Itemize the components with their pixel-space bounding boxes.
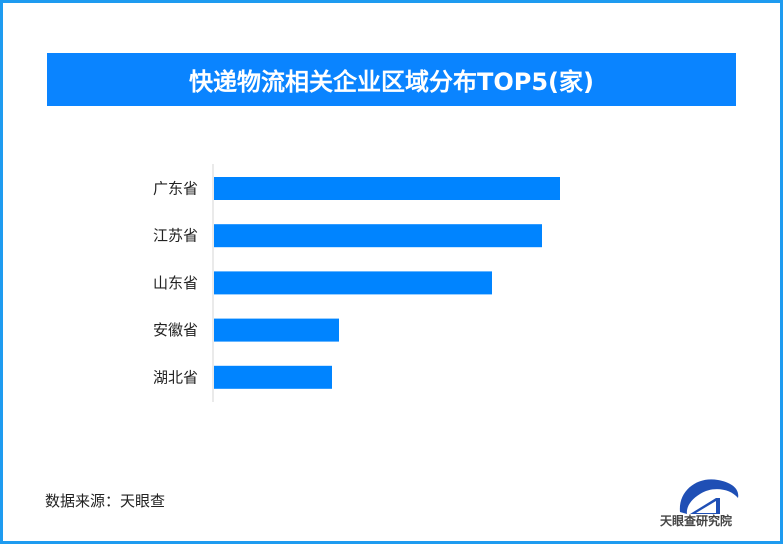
bar-3	[214, 318, 339, 342]
bar-0	[214, 177, 560, 200]
category-label: 江苏省	[153, 227, 198, 245]
category-label: 安徽省	[153, 321, 198, 339]
chart-title: 快递物流相关企业区域分布TOP5(家)	[47, 53, 736, 106]
logo-text: 天眼查研究院	[660, 514, 733, 528]
tianyancha-logo-icon	[679, 479, 739, 514]
category-label: 山东省	[153, 274, 198, 292]
bar-1	[214, 224, 542, 248]
bar-2	[214, 271, 492, 295]
category-label: 湖北省	[153, 368, 198, 386]
category-label: 广东省	[153, 180, 198, 198]
data-source: 数据来源：天眼查	[45, 492, 166, 510]
bar-4	[214, 365, 332, 389]
